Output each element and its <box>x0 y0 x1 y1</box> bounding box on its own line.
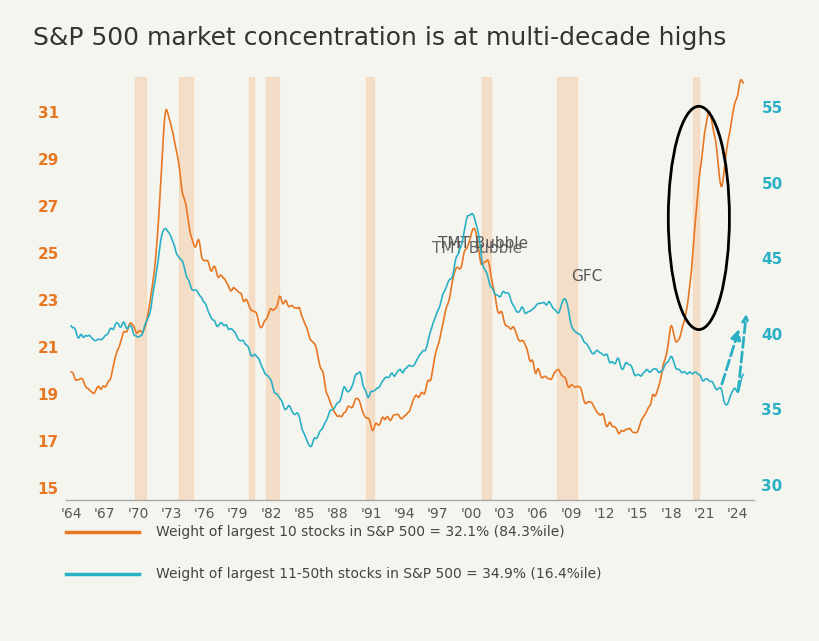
Text: Weight of largest 10 stocks in S&P 500 = 32.1% (84.3%ile): Weight of largest 10 stocks in S&P 500 =… <box>156 525 563 539</box>
Bar <box>265 77 279 500</box>
Bar <box>482 77 490 500</box>
Bar <box>179 77 193 500</box>
Bar <box>135 77 146 500</box>
Bar <box>365 77 373 500</box>
Bar <box>557 77 576 500</box>
Bar <box>692 77 698 500</box>
Text: Weight of largest 11-50th stocks in S&P 500 = 34.9% (16.4%ile): Weight of largest 11-50th stocks in S&P … <box>156 567 600 581</box>
Text: S&P 500 market concentration is at multi-decade highs: S&P 500 market concentration is at multi… <box>33 26 726 49</box>
Bar <box>249 77 254 500</box>
Text: GFC: GFC <box>570 269 602 285</box>
Text: TMT Bubble: TMT Bubble <box>432 241 522 256</box>
Text: TMT Bubble: TMT Bubble <box>437 237 527 251</box>
